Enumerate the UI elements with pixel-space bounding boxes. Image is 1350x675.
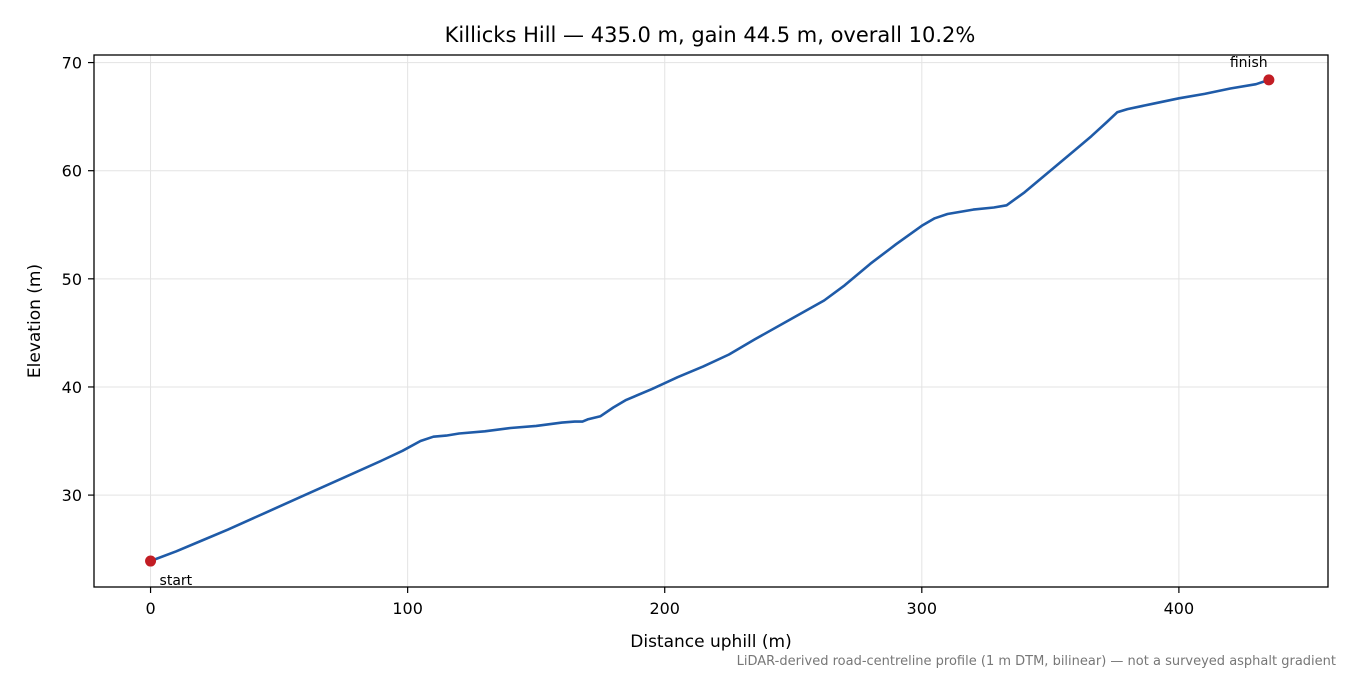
- marker-finish: [1263, 74, 1275, 86]
- y-tick-label: 40: [62, 378, 82, 397]
- elevation-line: [149, 78, 1271, 563]
- chart-footnote: LiDAR-derived road-centreline profile (1…: [737, 654, 1336, 669]
- y-tick-label: 60: [62, 162, 82, 181]
- x-axis-label: Distance uphill (m): [630, 632, 791, 652]
- axis-ticks: 0 100 200 300 400 30 40 50 60 70: [62, 54, 1195, 618]
- x-tick-label: 300: [907, 599, 938, 618]
- x-tick-label: 100: [392, 599, 423, 618]
- grid-lines: [94, 55, 1328, 587]
- x-tick-label: 400: [1164, 599, 1195, 618]
- marker-start: [145, 555, 157, 567]
- x-tick-label: 200: [649, 599, 680, 618]
- plot-frame: [93, 54, 1329, 588]
- x-tick-label: 0: [145, 599, 155, 618]
- marker-label-finish: finish: [1230, 55, 1268, 71]
- y-tick-label: 30: [62, 486, 82, 505]
- y-tick-label: 70: [62, 54, 82, 73]
- chart-title: Killicks Hill — 435.0 m, gain 44.5 m, ov…: [445, 23, 976, 47]
- y-tick-label: 50: [62, 270, 82, 289]
- endpoint-markers: start finish: [145, 55, 1275, 589]
- marker-label-start: start: [160, 573, 193, 589]
- y-axis-label: Elevation (m): [25, 264, 45, 378]
